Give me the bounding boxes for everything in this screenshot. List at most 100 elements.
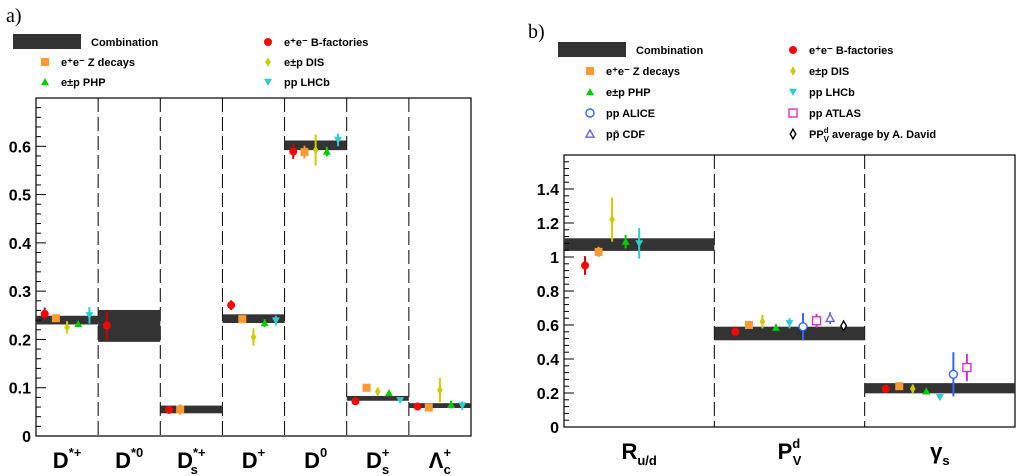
category-base: D [115,448,131,473]
y-tick-label: 0.2 [9,332,31,349]
category-base: D [53,448,69,473]
series-e-p-php [74,146,456,409]
data-point [238,315,247,324]
data-point [85,312,94,320]
data-point [300,148,309,157]
series-e-e-b-factories [581,256,890,393]
category-sup: + [382,445,390,460]
data-point [74,319,83,328]
y-tick-label: 0.3 [9,284,31,301]
data-point [374,386,381,397]
category-sup: d [792,436,800,451]
y-tick-label: 0.4 [9,236,31,253]
legend: Combination e⁺e⁻ B-factories e⁺e⁻ Z decays… [13,34,368,89]
legend-label: e±p DIS [809,66,849,78]
category-base: D [177,448,193,473]
series-pp-lhcb [85,133,467,410]
data-point [362,383,371,392]
legend-label: pp̄ CDF [606,129,645,141]
category-sub: s [191,462,198,476]
data-point [334,136,343,145]
data-point [621,237,630,245]
data-point [64,322,70,333]
category-label: D+ s [366,445,390,476]
series-pp-cdf [824,312,836,325]
data-point [785,320,794,328]
legend-swatch-e-p-dis [265,57,271,67]
legend-swatch-pp-alice [585,108,595,118]
category-sub: V [793,453,802,468]
panel-a-chart: 00.10.20.30.40.50.6D*+ D*0 D*+ s D+ D0 D+ s Λ+ cC… [9,34,472,476]
y-tick-label: 0.5 [9,188,31,205]
category-sub: c [444,462,451,476]
legend: Combination e⁺e⁻ B-factories e⁺e⁻ Z decays… [558,42,936,144]
category-label: Λ+ c [429,445,452,476]
category-label: D+ [242,445,266,473]
series-pp-alice [798,313,959,397]
y-tick-label: 1 [550,250,559,267]
category-sub: u/d [637,453,657,468]
category-base: P [778,439,793,464]
category-label: Pd V [778,436,802,468]
data-point [424,403,433,412]
data-point [396,397,405,405]
data-point [895,382,904,391]
combination-band-d-s [160,405,223,414]
category-sub: s [382,462,389,476]
combination-band-s [864,383,1015,394]
legend-label: e±p PHP [61,77,106,89]
legend-swatch-e-e-z-decays [586,67,594,75]
legend-label: e⁺e⁻ Z decays [61,57,135,69]
data-point [581,261,590,270]
data-point [322,147,331,155]
data-point [289,147,298,156]
y-tick-label: 0.2 [537,386,559,403]
data-point [744,321,753,329]
series-pp-atlas [811,313,972,382]
category-sup: + [258,445,266,460]
legend-swatch-pp-cdf [584,128,596,138]
legend-label: e⁺e⁻ B-factories [284,37,368,49]
data-point [437,385,443,395]
combination-band-d [222,314,285,324]
category-sup: *0 [131,445,143,460]
data-point [811,316,822,326]
series-e-p-dis [609,197,916,394]
data-point [935,394,944,402]
data-point [798,322,808,332]
series-e-e-z-decays [51,145,433,415]
data-point [176,405,185,414]
legend-swatch-pp-atlas [788,108,798,118]
y-tick-label: 0 [22,429,31,446]
category-base: γ [930,439,943,464]
data-point [962,362,972,373]
legend-swatch-pp-lhcb [264,78,272,86]
y-tick-label: 0.1 [9,381,31,398]
legend-swatch-combination [13,34,81,49]
legend-label: pp ATLAS [809,108,861,120]
data-point [594,247,603,256]
data-point [260,319,269,327]
legend-swatch-p-v-d-average-by-a-david [789,127,797,141]
data-point [413,402,422,411]
series-p-v-d-average-by-a-david [840,319,848,333]
plot-frame [35,97,472,437]
series-pp-lhcb [635,228,944,402]
category-label: Ru/d [621,439,656,468]
panel-a-label: a) [6,5,22,27]
data-point [635,240,644,248]
legend-swatch-e-e-b-factories [789,46,797,54]
legend-label: e⁺e⁻ B-factories [809,45,893,57]
series-e-p-php [621,234,931,395]
legend-label: PPd V average by A. David [809,126,936,144]
y-tick-label: 0.6 [537,318,559,335]
category-label: γs [930,439,949,468]
data-point [271,317,280,325]
legend-label: e±p PHP [606,87,651,99]
category-sub: s [942,453,949,468]
data-point [102,321,111,330]
y-tick-label: 0.8 [537,284,559,301]
category-base: D [304,448,320,473]
